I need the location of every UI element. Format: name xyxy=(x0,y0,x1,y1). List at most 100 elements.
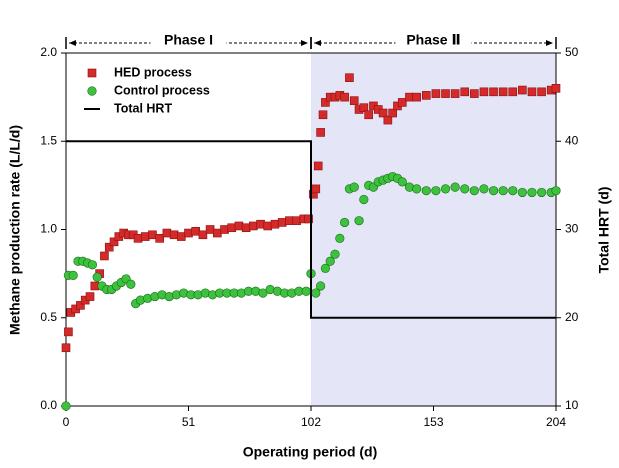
data-point xyxy=(431,89,441,98)
data-point xyxy=(431,186,441,196)
data-point xyxy=(220,225,229,234)
data-point xyxy=(292,216,301,225)
data-point xyxy=(551,186,561,196)
data-point xyxy=(488,186,499,196)
data-point xyxy=(489,87,498,97)
data-point xyxy=(421,91,431,100)
data-point xyxy=(304,214,313,224)
data-point xyxy=(140,232,150,241)
data-point xyxy=(551,84,561,93)
x-tick-label: 204 xyxy=(546,415,566,429)
data-point xyxy=(460,184,470,194)
data-point xyxy=(155,234,164,243)
data-point xyxy=(316,281,326,291)
data-point xyxy=(301,286,311,296)
data-point xyxy=(87,260,98,270)
phase-label: Phase I xyxy=(164,32,213,48)
data-point xyxy=(378,108,388,118)
data-point xyxy=(450,89,460,98)
data-point xyxy=(61,401,71,411)
data-point xyxy=(441,89,450,98)
data-point xyxy=(277,218,287,227)
data-point xyxy=(340,217,350,228)
data-point xyxy=(100,251,109,261)
data-point xyxy=(256,219,265,229)
data-point xyxy=(213,228,222,238)
data-point xyxy=(176,232,186,241)
data-point xyxy=(104,242,114,252)
data-point xyxy=(285,216,294,225)
y-tick-label: 2.0 xyxy=(40,45,57,59)
data-point xyxy=(354,216,364,226)
data-point xyxy=(527,87,537,97)
data-point xyxy=(518,85,527,95)
data-point xyxy=(109,237,119,247)
data-point xyxy=(227,223,237,233)
y-tick-label: 0.0 xyxy=(40,398,57,412)
x-axis-label: Operating period (d) xyxy=(243,444,378,460)
hrt-line xyxy=(66,140,556,319)
data-point xyxy=(76,301,85,310)
data-point xyxy=(85,292,95,301)
y2-tick-label: 30 xyxy=(565,222,579,236)
data-point xyxy=(359,194,369,205)
data-point xyxy=(508,87,518,97)
data-point xyxy=(68,270,78,280)
data-point xyxy=(517,187,527,198)
legend-label: Total HRT xyxy=(114,101,172,115)
data-point xyxy=(345,73,354,83)
legend-label: HED process xyxy=(114,65,192,79)
data-point xyxy=(325,256,335,266)
y-tick-label: 0.5 xyxy=(40,310,57,324)
data-point xyxy=(397,98,407,107)
data-point xyxy=(405,92,414,102)
y-tick-label: 1.5 xyxy=(40,133,57,147)
data-point xyxy=(263,221,273,231)
data-point xyxy=(133,234,143,243)
data-point xyxy=(364,110,373,120)
data-point xyxy=(64,327,73,337)
y-axis-label: Methane production rate (L/L/d) xyxy=(7,125,23,335)
data-point xyxy=(470,89,479,98)
data-point xyxy=(318,110,328,120)
x-tick-label: 0 xyxy=(63,415,70,429)
data-point xyxy=(536,187,547,198)
data-point xyxy=(330,249,340,259)
y2-tick-label: 40 xyxy=(565,133,579,147)
data-point xyxy=(320,263,331,273)
phase-label-bg xyxy=(150,32,227,50)
data-point xyxy=(61,343,71,353)
legend-swatch xyxy=(87,68,97,78)
data-point xyxy=(450,182,460,192)
data-point xyxy=(249,221,258,231)
data-point xyxy=(388,108,397,118)
data-point xyxy=(349,96,359,105)
data-point xyxy=(316,128,325,137)
data-point xyxy=(92,272,102,282)
data-point xyxy=(440,184,451,194)
data-point xyxy=(313,161,323,171)
data-point xyxy=(527,187,537,198)
data-point xyxy=(508,186,518,196)
data-point xyxy=(383,115,393,125)
data-point xyxy=(412,184,422,194)
y2-tick-label: 10 xyxy=(565,398,579,412)
data-point xyxy=(234,221,244,231)
legend-label: Control process xyxy=(114,83,210,97)
data-point xyxy=(537,87,546,97)
data-point xyxy=(412,92,421,102)
data-point xyxy=(169,230,179,240)
data-point xyxy=(162,228,172,238)
data-point xyxy=(498,87,508,97)
data-point xyxy=(335,233,345,243)
x-tick-label: 51 xyxy=(182,415,196,429)
phase-label-bg xyxy=(395,32,472,50)
data-point xyxy=(421,186,431,196)
data-point xyxy=(469,186,479,196)
data-point xyxy=(205,225,215,234)
phase-label: Phase Ⅱ xyxy=(406,32,460,48)
data-point xyxy=(184,228,193,238)
data-point xyxy=(397,177,407,187)
data-point xyxy=(241,223,251,233)
